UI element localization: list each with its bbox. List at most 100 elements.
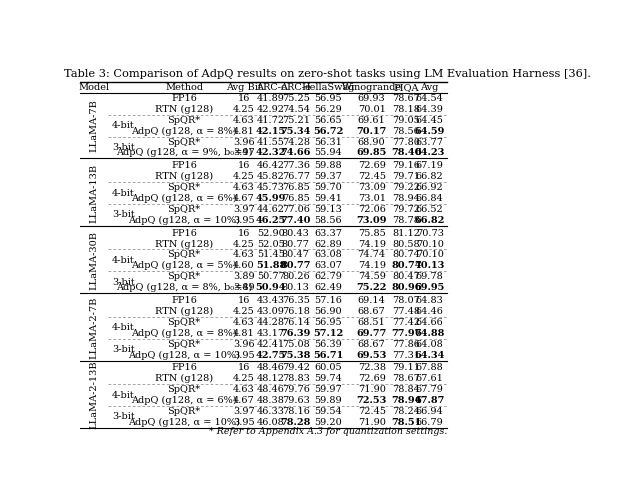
Text: 75.22: 75.22: [356, 283, 387, 292]
Text: 64.45: 64.45: [416, 116, 444, 124]
Text: 77.06: 77.06: [282, 205, 310, 214]
Text: 63.08: 63.08: [314, 250, 342, 259]
Text: LLaMA-13B: LLaMA-13B: [90, 163, 99, 223]
Text: 69.77: 69.77: [356, 329, 387, 338]
Text: 56.29: 56.29: [314, 105, 342, 114]
Text: SpQR*: SpQR*: [168, 183, 201, 192]
Text: FP16: FP16: [172, 161, 197, 170]
Text: 46.25: 46.25: [256, 216, 286, 225]
Text: 64.39: 64.39: [416, 105, 444, 114]
Text: 76.85: 76.85: [282, 194, 310, 203]
Text: 3.95: 3.95: [233, 418, 255, 427]
Text: 64.88: 64.88: [415, 329, 445, 338]
Text: 59.70: 59.70: [314, 183, 342, 192]
Text: 68.51: 68.51: [358, 318, 385, 327]
Text: 66.52: 66.52: [416, 205, 444, 214]
Text: 4.25: 4.25: [233, 172, 255, 181]
Text: 42.41: 42.41: [257, 340, 285, 349]
Text: 79.22: 79.22: [392, 183, 420, 192]
Text: FP16: FP16: [172, 364, 197, 373]
Text: 3-bit: 3-bit: [112, 278, 134, 287]
Text: 73.01: 73.01: [358, 194, 386, 203]
Text: 76.39: 76.39: [280, 329, 311, 338]
Text: AdpQ (g128, α = 10%): AdpQ (g128, α = 10%): [128, 216, 240, 225]
Text: 75.38: 75.38: [280, 351, 311, 360]
Text: 71.90: 71.90: [358, 385, 385, 394]
Text: SpQR*: SpQR*: [168, 272, 201, 281]
Text: 52.90: 52.90: [257, 229, 285, 238]
Text: 42.15: 42.15: [256, 126, 286, 135]
Text: 78.94: 78.94: [392, 194, 420, 203]
Text: 78.24: 78.24: [392, 407, 420, 416]
Text: AdpQ (g128, α = 8%, b₀=4): AdpQ (g128, α = 8%, b₀=4): [116, 283, 252, 292]
Text: 67.79: 67.79: [416, 385, 444, 394]
Text: 3.97: 3.97: [233, 407, 255, 416]
Text: 3.89: 3.89: [233, 283, 255, 292]
Text: 73.09: 73.09: [356, 216, 387, 225]
Text: 4-bit: 4-bit: [112, 189, 134, 198]
Text: 76.14: 76.14: [282, 318, 310, 327]
Text: SpQR*: SpQR*: [168, 137, 201, 146]
Text: 48.38: 48.38: [257, 396, 285, 405]
Text: 59.74: 59.74: [314, 374, 342, 383]
Text: 69.85: 69.85: [356, 148, 387, 157]
Text: 71.90: 71.90: [358, 418, 385, 427]
Text: 77.97: 77.97: [391, 329, 422, 338]
Text: 78.16: 78.16: [282, 407, 310, 416]
Text: FP16: FP16: [172, 94, 197, 103]
Text: 78.56: 78.56: [392, 126, 420, 135]
Text: LLaMA-2-7B: LLaMA-2-7B: [90, 297, 99, 359]
Text: 46.42: 46.42: [257, 161, 285, 170]
Text: 67.88: 67.88: [416, 364, 444, 373]
Text: Method: Method: [165, 83, 204, 92]
Text: 78.67: 78.67: [392, 374, 420, 383]
Text: 52.05: 52.05: [257, 240, 285, 249]
Text: 79.63: 79.63: [282, 396, 310, 405]
Text: 4.25: 4.25: [233, 240, 255, 249]
Text: 68.67: 68.67: [358, 307, 385, 316]
Text: 72.06: 72.06: [358, 205, 385, 214]
Text: 78.78: 78.78: [392, 216, 420, 225]
Text: 66.92: 66.92: [416, 183, 444, 192]
Text: 70.10: 70.10: [416, 240, 444, 249]
Text: 64.54: 64.54: [416, 94, 444, 103]
Text: 16: 16: [237, 296, 250, 305]
Text: 78.40: 78.40: [391, 148, 422, 157]
Text: 62.89: 62.89: [314, 240, 342, 249]
Text: SpQR*: SpQR*: [168, 318, 201, 327]
Text: 72.69: 72.69: [358, 161, 385, 170]
Text: 78.07: 78.07: [392, 296, 420, 305]
Text: 57.12: 57.12: [313, 329, 343, 338]
Text: 80.77: 80.77: [280, 261, 311, 270]
Text: * Refer to Appendix A.3 for quantization settings.: * Refer to Appendix A.3 for quantization…: [209, 427, 447, 436]
Text: 63.37: 63.37: [314, 229, 342, 238]
Text: SpQR*: SpQR*: [168, 385, 201, 394]
Text: 62.49: 62.49: [314, 283, 342, 292]
Text: 56.95: 56.95: [314, 94, 342, 103]
Text: 3-bit: 3-bit: [112, 143, 134, 152]
Text: LLaMA-7B: LLaMA-7B: [90, 99, 99, 152]
Text: SpQR*: SpQR*: [168, 205, 201, 214]
Text: 16: 16: [237, 229, 250, 238]
Text: 78.28: 78.28: [280, 418, 311, 427]
Text: 51.45: 51.45: [257, 250, 285, 259]
Text: 72.53: 72.53: [356, 396, 387, 405]
Text: RTN (g128): RTN (g128): [155, 240, 213, 249]
Text: 3.97: 3.97: [233, 205, 255, 214]
Text: 76.35: 76.35: [282, 296, 310, 305]
Text: 59.37: 59.37: [314, 172, 342, 181]
Text: 67.61: 67.61: [416, 374, 444, 383]
Text: 67.19: 67.19: [416, 161, 444, 170]
Text: Table 3: Comparison of AdpQ results on zero-shot tasks using LM Evaluation Harne: Table 3: Comparison of AdpQ results on z…: [65, 69, 591, 79]
Text: 78.84: 78.84: [392, 385, 420, 394]
Text: 66.94: 66.94: [416, 407, 444, 416]
Text: 46.33: 46.33: [257, 407, 285, 416]
Text: 80.77: 80.77: [282, 240, 310, 249]
Text: 74.74: 74.74: [358, 250, 386, 259]
Text: 3.95: 3.95: [233, 216, 255, 225]
Text: 45.73: 45.73: [257, 183, 285, 192]
Text: 3.97: 3.97: [233, 148, 255, 157]
Text: 56.71: 56.71: [313, 351, 343, 360]
Text: 79.11: 79.11: [392, 364, 420, 373]
Text: 80.43: 80.43: [282, 229, 310, 238]
